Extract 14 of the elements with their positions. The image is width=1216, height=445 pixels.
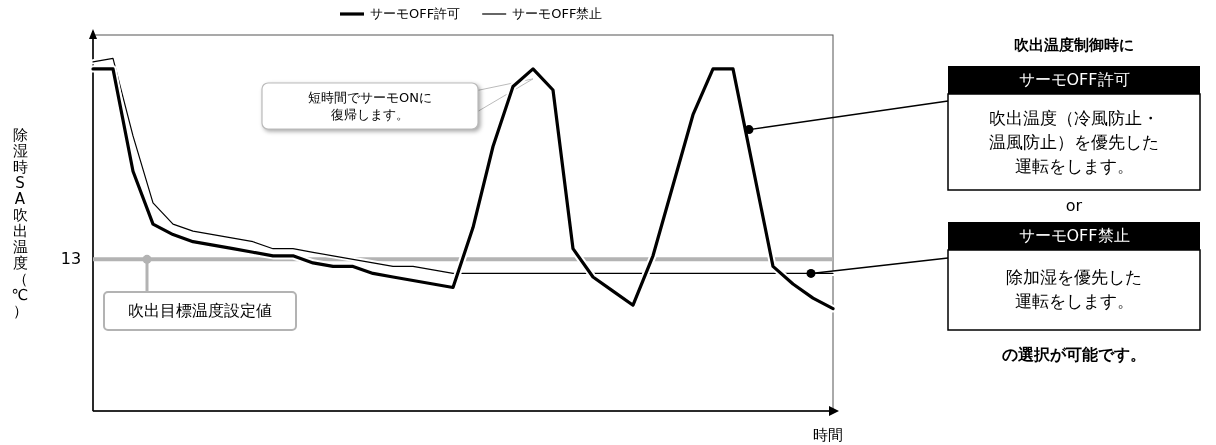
text: サーモOFF許可 (1018, 69, 1130, 89)
ref-line-label: 吹出目標温度設定値 (128, 300, 272, 320)
text: 吹出温度（冷風防止・温風防止）を優先した運転をします。 (989, 108, 1159, 176)
text: 除湿時SA吹出温度（℃） (11, 126, 29, 320)
x-axis-title: 時間 (813, 425, 843, 444)
legend-label: サーモOFF禁止 (512, 5, 603, 21)
text: or (1065, 195, 1083, 215)
text: サーモOFF禁止 (1018, 225, 1130, 245)
text: 13 (60, 248, 82, 268)
text: 除加湿を優先した運転をします。 (1006, 267, 1142, 311)
legend-label: サーモOFF許可 (370, 5, 461, 21)
annotation: 短時間でサーモONに復帰します。 (308, 89, 432, 121)
text: 吹出温度制御時に (1014, 35, 1134, 54)
text: の選択が可能です。 (1002, 344, 1146, 364)
